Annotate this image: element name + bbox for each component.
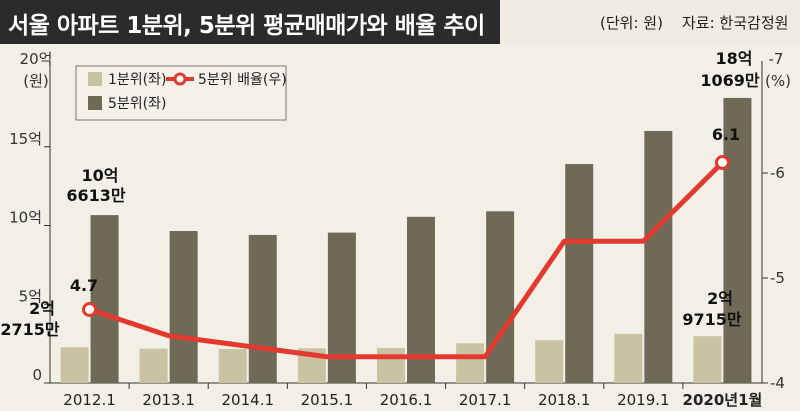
left-tick-label: 15억 xyxy=(9,130,42,148)
bar-5q xyxy=(90,215,119,383)
annotation-first-1q-line1: 2억 xyxy=(29,299,55,318)
x-tick-label: 2017.1 xyxy=(459,391,512,409)
ratio-marker xyxy=(82,302,98,317)
right-axis: -7 (%) -4 -5 -6 xyxy=(762,50,791,392)
bar-5q xyxy=(723,97,752,384)
right-tick-label: -4 xyxy=(770,374,785,392)
x-tick-label: 2013.1 xyxy=(142,391,195,409)
annotation-last-5q-line2: 1069만 xyxy=(700,71,760,90)
chart-canvas: 20억 (원) 0 5억 10억 15억 -7 (%) -4 -5 -6 2012.1 2013.1… xyxy=(0,49,791,409)
left-axis-top-label: 20억 xyxy=(20,50,53,68)
left-axis: 20억 (원) 0 5억 10억 15억 xyxy=(9,50,52,384)
right-tick-label: -6 xyxy=(770,164,785,182)
annotation-last-1q-line2: 9715만 xyxy=(682,310,742,329)
legend-label-5q: 5분위(좌) xyxy=(108,96,166,112)
bar-5q xyxy=(169,231,198,383)
source-label: 자료: 한국감정원 xyxy=(682,14,789,32)
bar-1q xyxy=(614,333,643,383)
annotation-first-5q-line2: 6613만 xyxy=(66,186,126,205)
annotation-first-1q-line2: 2715만 xyxy=(0,320,60,339)
annotation-last-1q-line1: 2억 xyxy=(707,289,733,308)
left-tick-label: 5억 xyxy=(19,287,42,305)
bar-1q xyxy=(60,347,89,383)
annotation-first-5q-line1: 10억 xyxy=(82,166,119,185)
bars-group xyxy=(60,97,752,384)
chart-title: 서울 아파트 1분위, 5분위 평균매매가와 배율 추이 xyxy=(8,13,485,39)
bar-5q xyxy=(248,234,277,383)
legend: 1분위(좌) 5분위(좌) 5분위 배율(우) xyxy=(75,65,287,121)
left-tick-label: 10억 xyxy=(9,209,42,227)
legend-swatch-5q xyxy=(88,96,102,110)
bar-5q xyxy=(565,164,594,383)
legend-label-ratio: 5분위 배율(우) xyxy=(198,72,287,88)
bar-5q xyxy=(644,131,673,383)
left-axis-unit: (원) xyxy=(23,72,49,90)
ratio-marker xyxy=(714,155,730,170)
ratio-line-group xyxy=(82,155,730,360)
x-tick-label: 2018.1 xyxy=(538,391,591,409)
bar-1q xyxy=(693,336,722,383)
annotation-first-ratio: 4.7 xyxy=(70,276,98,295)
x-tick-label: 2019.1 xyxy=(617,391,670,409)
left-tick-label: 0 xyxy=(32,366,42,384)
x-tick-label: 2016.1 xyxy=(380,391,433,409)
right-tick-label: -5 xyxy=(770,269,785,287)
x-tick-label: 2015.1 xyxy=(301,391,354,409)
bar-5q xyxy=(327,232,356,383)
x-axis-ticks: 2012.1 2013.1 2014.1 2015.1 2016.1 2017.1 2018… xyxy=(63,383,762,409)
bar-1q xyxy=(535,340,564,383)
legend-swatch-1q xyxy=(88,72,102,86)
legend-marker-ratio xyxy=(173,72,187,86)
bar-1q xyxy=(456,343,485,383)
x-tick-label: 2012.1 xyxy=(63,391,116,409)
bar-1q xyxy=(377,348,405,383)
annotation-last-5q-line1: 18억 xyxy=(716,49,753,68)
annotation-last-ratio: 6.1 xyxy=(712,125,740,144)
ratio-line xyxy=(88,160,725,360)
x-tick-label: 2020년1월 xyxy=(683,391,763,409)
right-axis-unit: (%) xyxy=(765,72,791,90)
bar-5q xyxy=(486,211,515,383)
bar-1q xyxy=(139,348,168,383)
unit-label: (단위: 원) xyxy=(600,14,663,32)
right-axis-top-label: -7 xyxy=(769,50,784,68)
x-tick-label: 2014.1 xyxy=(222,391,275,409)
legend-label-1q: 1분위(좌) xyxy=(108,72,166,88)
title-bar: 서울 아파트 1분위, 5분위 평균매매가와 배율 추이 xyxy=(0,0,500,44)
bar-1q xyxy=(218,348,247,383)
